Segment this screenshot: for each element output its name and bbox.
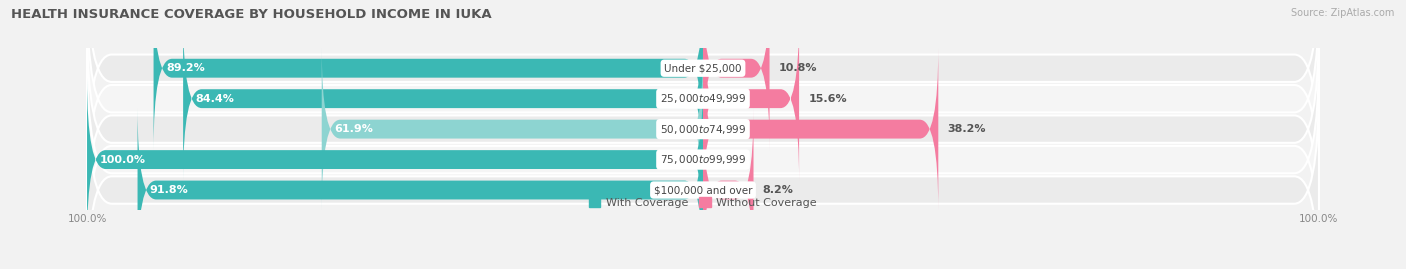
FancyBboxPatch shape	[703, 0, 769, 150]
Text: 10.8%: 10.8%	[779, 63, 817, 73]
FancyBboxPatch shape	[87, 51, 1319, 268]
Text: 8.2%: 8.2%	[762, 185, 793, 195]
FancyBboxPatch shape	[138, 108, 703, 269]
Text: $50,000 to $74,999: $50,000 to $74,999	[659, 123, 747, 136]
FancyBboxPatch shape	[87, 0, 1319, 176]
Text: 91.8%: 91.8%	[150, 185, 188, 195]
Text: 89.2%: 89.2%	[166, 63, 205, 73]
Legend: With Coverage, Without Coverage: With Coverage, Without Coverage	[585, 193, 821, 212]
FancyBboxPatch shape	[87, 78, 703, 242]
FancyBboxPatch shape	[322, 47, 703, 211]
FancyBboxPatch shape	[703, 47, 938, 211]
Text: Under $25,000: Under $25,000	[664, 63, 742, 73]
FancyBboxPatch shape	[703, 17, 799, 180]
FancyBboxPatch shape	[87, 82, 1319, 269]
Text: Source: ZipAtlas.com: Source: ZipAtlas.com	[1291, 8, 1395, 18]
FancyBboxPatch shape	[183, 17, 703, 180]
Text: HEALTH INSURANCE COVERAGE BY HOUSEHOLD INCOME IN IUKA: HEALTH INSURANCE COVERAGE BY HOUSEHOLD I…	[11, 8, 492, 21]
FancyBboxPatch shape	[153, 0, 703, 150]
Text: 0.0%: 0.0%	[713, 155, 742, 165]
Text: 15.6%: 15.6%	[808, 94, 846, 104]
Text: 84.4%: 84.4%	[195, 94, 235, 104]
Text: $75,000 to $99,999: $75,000 to $99,999	[659, 153, 747, 166]
Text: 38.2%: 38.2%	[948, 124, 986, 134]
Text: $25,000 to $49,999: $25,000 to $49,999	[659, 92, 747, 105]
Text: 61.9%: 61.9%	[335, 124, 373, 134]
Text: $100,000 and over: $100,000 and over	[654, 185, 752, 195]
FancyBboxPatch shape	[87, 21, 1319, 237]
Text: 100.0%: 100.0%	[100, 155, 145, 165]
FancyBboxPatch shape	[703, 108, 754, 269]
FancyBboxPatch shape	[87, 0, 1319, 207]
